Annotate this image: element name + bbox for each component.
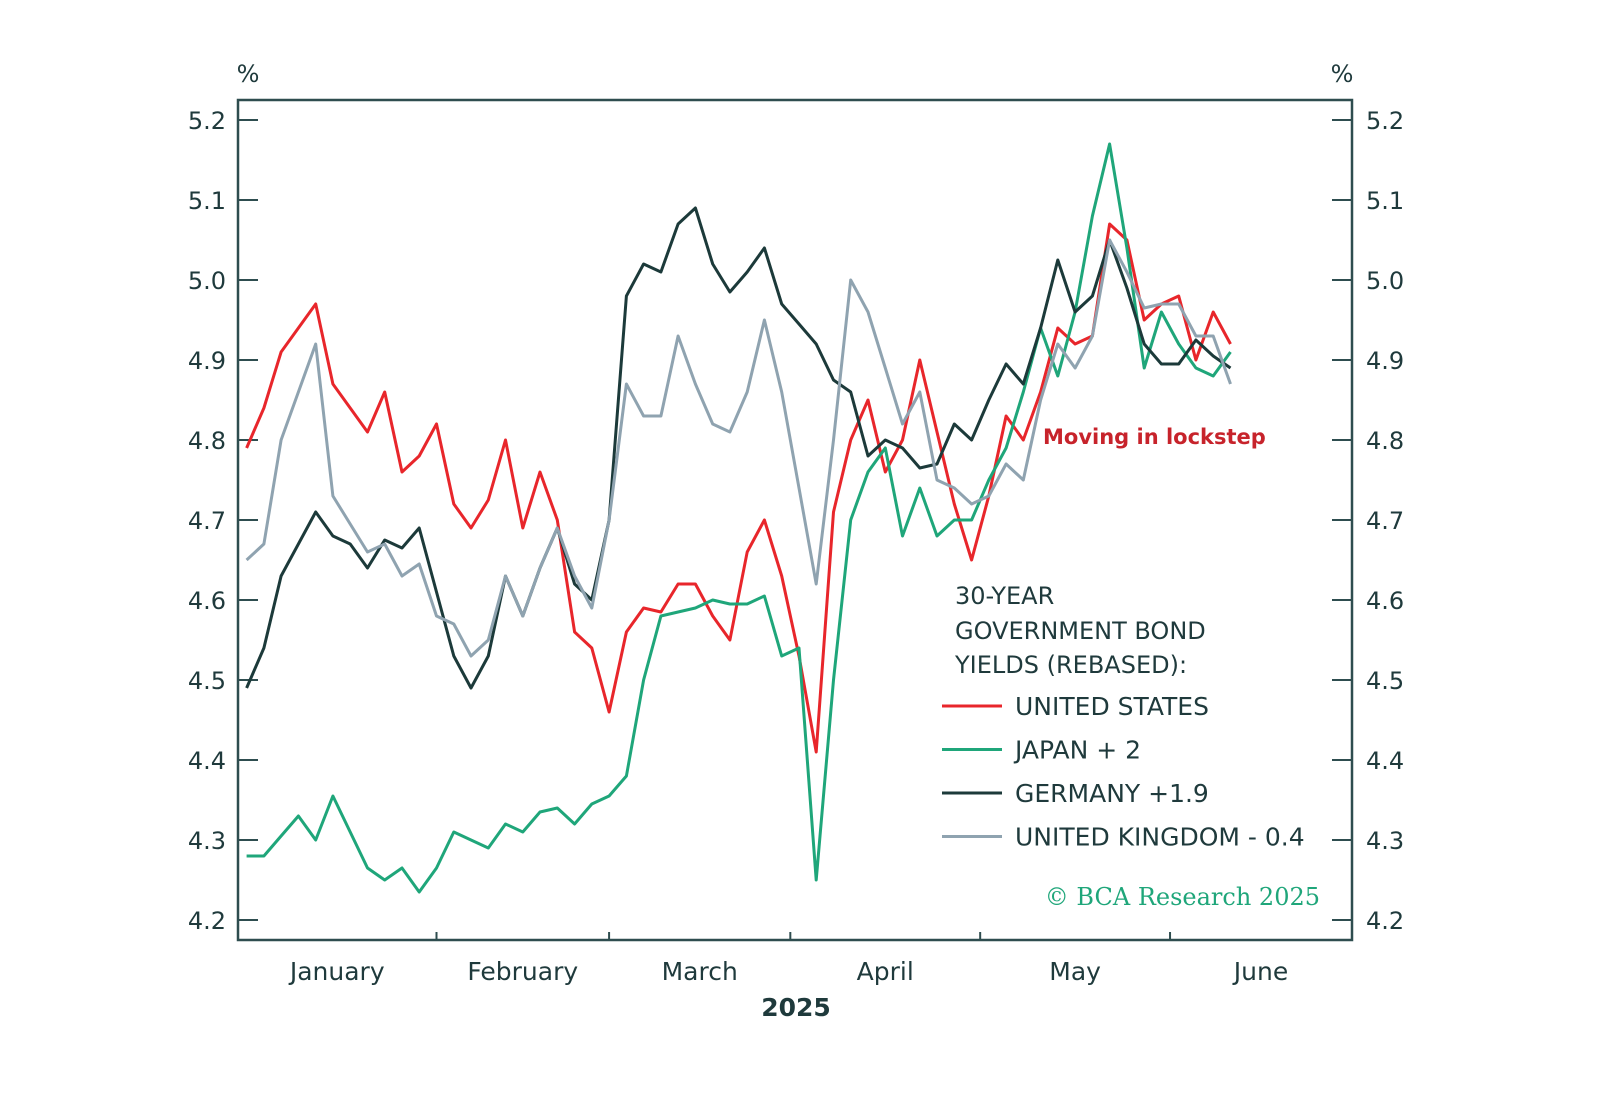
x-tick-label: March [662,957,738,986]
x-tick-label: April [857,957,914,986]
y-tick-label-right: 4.7 [1366,507,1404,535]
y-tick-label-left: 4.2 [188,907,226,935]
y-tick-label-left: 4.4 [188,747,226,775]
legend-label: GERMANY +1.9 [1015,779,1209,808]
y-tick-label-left: 4.8 [188,427,226,455]
series-line-united-kingdom- [245,238,1232,658]
x-tick-label: February [467,957,578,986]
y-tick-label-right: 4.2 [1366,907,1404,935]
legend-title-line-2: GOVERNMENT BOND [955,617,1206,645]
y-tick-label-right: 4.5 [1366,667,1404,695]
y-tick-label-right: 4.3 [1366,827,1404,855]
legend-title-line-3: YIELDS (REBASED): [954,651,1187,679]
y-tick-label-left: 5.2 [188,107,226,135]
y-tick-label-right: 5.2 [1366,107,1404,135]
y-tick-label-right: 5.1 [1366,187,1404,215]
y-tick-label-left: 4.9 [188,347,226,375]
y-unit-left: % [237,60,260,88]
y-tick-label-right: 4.8 [1366,427,1404,455]
legend-label: UNITED KINGDOM - 0.4 [1015,823,1305,852]
y-tick-label-left: 4.7 [188,507,226,535]
series-lines [245,142,1232,894]
x-tick-label: June [1232,957,1288,986]
annotation: Moving in lockstep [1043,425,1266,449]
y-tick-label-left: 4.3 [188,827,226,855]
y-tick-label-right: 4.6 [1366,587,1404,615]
y-tick-label-left: 5.1 [188,187,226,215]
plot-frame [236,98,1354,942]
y-tick-label-right: 4.9 [1366,347,1404,375]
x-tick-label: January [288,957,385,986]
y-unit-right: % [1331,60,1354,88]
series-line-germany- [245,206,1232,690]
series-line-japan- [246,142,1232,894]
x-tick-label: May [1049,957,1101,986]
copyright: © BCA Research 2025 [1045,883,1320,911]
y-tick-label-right: 5.0 [1366,267,1404,295]
axes: 4.2 4.2 4.3 4.3 4.4 4.4 4.5 4.5 4.6 4.6 4.7 4.7 4.8 4… [188,98,1404,986]
legend-title-line-1: 30-YEAR [955,582,1054,610]
x-axis-label: 2025 [761,993,831,1022]
y-tick-label-right: 4.4 [1366,747,1404,775]
y-tick-label-left: 4.5 [188,667,226,695]
legend-label: UNITED STATES [1015,692,1209,721]
legend-label: JAPAN + 2 [1013,736,1141,765]
legend: 30-YEAR GOVERNMENT BOND YIELDS (REBASED)… [942,582,1305,852]
series-line-united-states [245,222,1232,754]
y-tick-label-left: 5.0 [188,267,226,295]
y-tick-label-left: 4.6 [188,587,226,615]
